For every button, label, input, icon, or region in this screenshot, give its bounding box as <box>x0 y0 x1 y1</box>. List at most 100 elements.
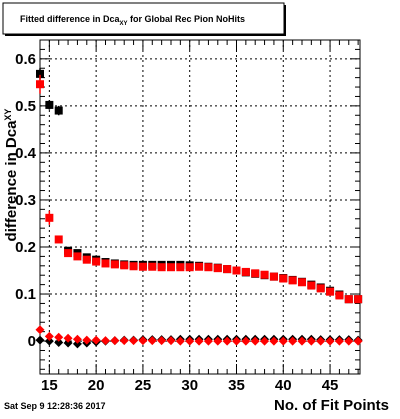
x-tick-label: 30 <box>181 377 198 394</box>
series-1 <box>36 74 363 304</box>
y-tick-label: 0.4 <box>15 145 37 162</box>
data-point <box>231 336 241 346</box>
data-point <box>110 260 119 269</box>
data-point <box>297 278 306 287</box>
data-point <box>204 263 213 272</box>
data-point <box>354 295 363 304</box>
data-point <box>325 336 335 346</box>
data-point <box>63 333 73 343</box>
data-point <box>44 331 54 341</box>
y-tick-label: 0.2 <box>15 239 36 256</box>
data-point <box>54 332 64 342</box>
data-point <box>147 336 157 346</box>
data-point <box>92 257 101 266</box>
y-tick-label: 0.5 <box>15 98 36 115</box>
data-point <box>166 336 176 346</box>
data-point <box>353 336 363 346</box>
data-point <box>44 336 54 346</box>
chart-title: Fitted difference in DcaXY for Global Re… <box>20 14 245 27</box>
data-point <box>260 336 270 346</box>
data-point <box>203 336 213 346</box>
series-3 <box>35 325 363 346</box>
data-point <box>119 336 129 346</box>
data-point <box>120 261 129 270</box>
data-point <box>222 336 232 346</box>
data-point <box>54 106 63 115</box>
data-point <box>335 291 344 300</box>
data-point <box>251 269 260 278</box>
data-point <box>326 287 335 296</box>
data-point <box>250 336 260 346</box>
data-point <box>260 270 269 279</box>
data-point <box>72 334 82 344</box>
data-point <box>129 336 139 346</box>
axes <box>39 39 361 375</box>
data-point <box>269 272 278 281</box>
data-point <box>316 284 325 293</box>
data-point <box>306 336 316 346</box>
y-axis-title: difference in DcaXY <box>3 109 20 242</box>
data-point <box>194 336 204 346</box>
data-point <box>36 80 44 89</box>
title-box <box>2 2 285 35</box>
data-point <box>35 335 45 345</box>
data-point <box>82 255 91 264</box>
data-point <box>316 336 326 346</box>
data-markers <box>35 68 363 349</box>
x-tick-label: 35 <box>228 377 245 394</box>
data-point <box>129 262 138 271</box>
data-point <box>213 336 223 346</box>
tick-labels: 15 20 25 30 35 40 45 0 0.1 0.2 0.3 0.4 0.5 0.6 <box>15 51 338 394</box>
data-point <box>72 339 82 349</box>
y-tick-label: 0 <box>28 333 36 350</box>
x-axis-title: No. of Fit Points <box>274 397 389 414</box>
data-point <box>36 69 44 78</box>
timestamp: Sat Sep 9 12:28:36 2017 <box>4 401 106 411</box>
data-point <box>138 262 147 271</box>
data-point <box>185 263 194 272</box>
data-point <box>269 336 279 346</box>
data-point <box>288 276 297 285</box>
data-point <box>54 337 64 347</box>
data-point <box>138 336 148 346</box>
data-point <box>213 264 222 273</box>
data-point <box>63 338 73 348</box>
data-point <box>73 252 82 261</box>
data-point <box>54 235 63 244</box>
data-point <box>334 336 344 346</box>
grid-lines <box>40 40 360 374</box>
x-tick-label: 20 <box>88 377 105 394</box>
data-point <box>157 263 166 272</box>
data-point <box>344 295 353 304</box>
data-point <box>91 335 101 345</box>
data-point <box>223 265 232 274</box>
x-tick-label: 45 <box>322 377 339 394</box>
data-point <box>279 274 288 283</box>
data-point <box>175 336 185 346</box>
data-point <box>307 281 316 290</box>
data-point <box>232 266 241 275</box>
data-point <box>176 263 185 272</box>
data-point <box>45 213 54 222</box>
plot-frame <box>39 39 361 375</box>
data-point <box>344 336 354 346</box>
data-point <box>185 336 195 346</box>
data-point <box>101 259 110 268</box>
data-point <box>297 336 307 346</box>
data-point <box>64 249 73 258</box>
data-point <box>148 262 157 271</box>
x-tick-label: 40 <box>275 377 292 394</box>
data-point <box>35 325 45 335</box>
y-tick-label: 0.1 <box>15 286 36 303</box>
data-point <box>241 336 251 346</box>
data-point <box>45 100 54 109</box>
x-tick-label: 15 <box>41 377 58 394</box>
data-point <box>195 262 204 271</box>
x-tick-label: 25 <box>135 377 152 394</box>
data-point <box>288 336 298 346</box>
data-point <box>157 336 167 346</box>
data-point <box>241 267 250 276</box>
y-tick-label: 0.3 <box>15 192 36 209</box>
